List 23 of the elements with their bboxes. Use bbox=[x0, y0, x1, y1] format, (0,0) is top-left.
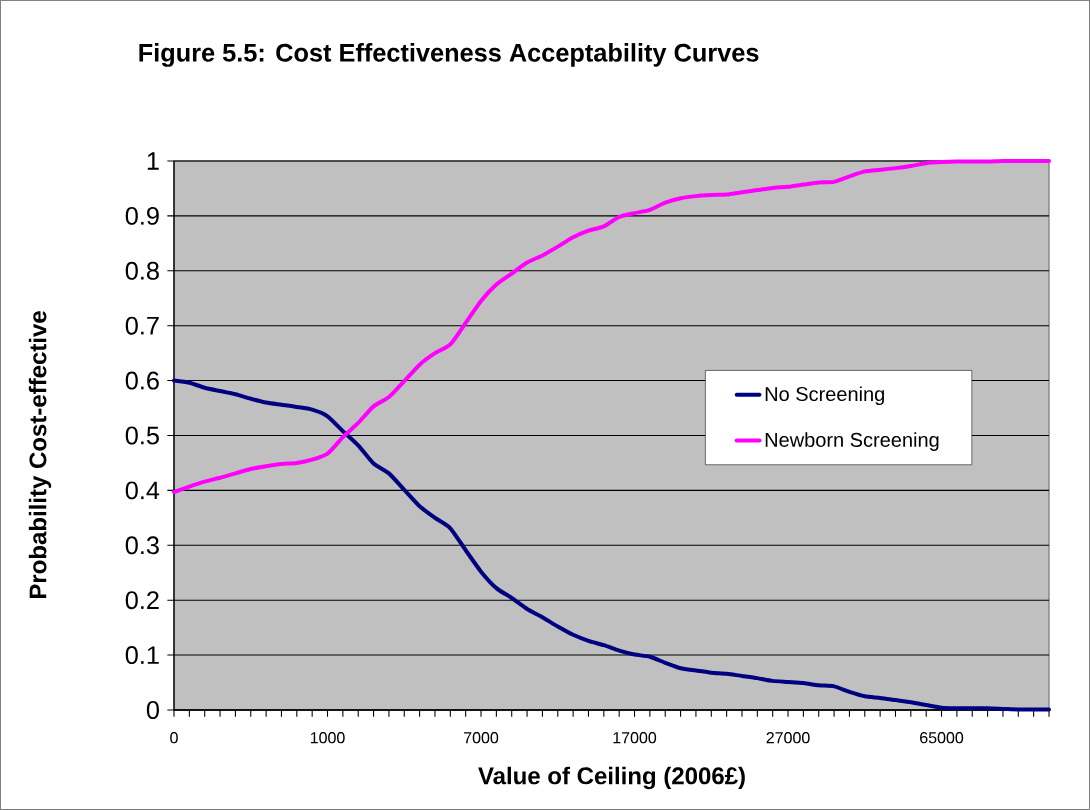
chart-title: Figure 5.5: Cost Effectiveness Acceptability Curves bbox=[139, 43, 759, 67]
y-tick-label: 0.8 bbox=[125, 261, 159, 280]
y-axis-title: Probability Cost-effective bbox=[28, 311, 52, 599]
x-tick-label: 7000 bbox=[464, 732, 499, 744]
y-tick-label: 0.6 bbox=[125, 371, 159, 390]
y-tick-label: 0.1 bbox=[125, 646, 159, 665]
y-tick-label: 0.7 bbox=[125, 316, 159, 335]
line-series bbox=[172, 158, 1051, 495]
x-tick-label: 17000 bbox=[613, 732, 657, 744]
legend-label: Newborn Screening bbox=[765, 432, 939, 451]
x-tick-label: 27000 bbox=[766, 732, 810, 744]
y-tick-label: 0.2 bbox=[125, 591, 159, 610]
x-tick-label: 65000 bbox=[920, 732, 964, 744]
y-tick-label: 0.9 bbox=[125, 206, 159, 225]
x-tick-label: 0 bbox=[170, 732, 178, 744]
y-tick-label: 1 bbox=[147, 152, 159, 170]
legend-label: No Screening bbox=[765, 386, 884, 406]
x-axis-title: Value of Ceiling (2006£) bbox=[478, 766, 745, 790]
y-tick-label: 0.3 bbox=[125, 536, 159, 555]
y-tick-label: 0.5 bbox=[125, 426, 159, 445]
x-tick-label: 1000 bbox=[310, 732, 345, 744]
y-tick-label: 0 bbox=[146, 701, 159, 719]
y-tick-label: 0.4 bbox=[125, 481, 160, 500]
